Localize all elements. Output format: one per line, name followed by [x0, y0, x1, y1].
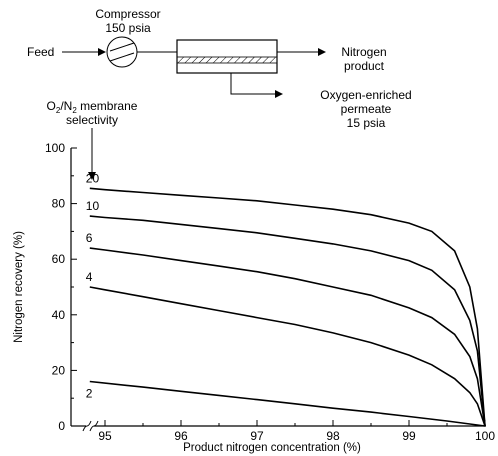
x-tick-label: 96: [174, 429, 188, 443]
nitrogen-product-label-1: Nitrogen: [341, 45, 386, 59]
curve-selectivity-4: [89, 286, 486, 427]
curve-selectivity-10: [89, 215, 486, 427]
compressor-label: Compressor: [95, 7, 160, 21]
y-tick-label: 20: [52, 363, 66, 377]
y-tick-label: 80: [52, 197, 66, 211]
process-diagram: Compressor 150 psia Feed Nitrogen produc…: [27, 7, 412, 180]
y-axis-label: Nitrogen recovery (%): [13, 231, 25, 343]
permeate-arrow: [230, 73, 283, 98]
selectivity-membrane: membrane: [77, 99, 138, 113]
curve-label-4: 4: [86, 270, 93, 284]
curve-selectivity-6: [89, 247, 486, 427]
x-tick-label: 98: [326, 429, 340, 443]
x-tick-label: 97: [250, 429, 264, 443]
x-tick-label: 99: [402, 429, 416, 443]
selectivity-sub-1: 2: [56, 106, 61, 115]
feed-label: Feed: [27, 45, 54, 59]
selectivity-label-2: selectivity: [66, 113, 118, 127]
selectivity-o: O: [47, 99, 56, 113]
y-tick-label: 100: [45, 141, 65, 155]
curve-selectivity-20: [89, 187, 486, 427]
compressor-icon-stroke-1: [109, 42, 135, 52]
permeate-label-2: permeate: [341, 102, 392, 116]
curve-label-20: 20: [86, 171, 100, 185]
x-tick-label: 95: [98, 429, 112, 443]
chart-axes: 0 20 40 60 80 100 95 96 97 98 99 100: [45, 141, 495, 443]
selectivity-sub-2: 2: [72, 106, 77, 115]
y-tick-label: 0: [58, 419, 65, 433]
permeate-label-1: Oxygen-enriched: [320, 88, 411, 102]
curve-label-10: 10: [86, 199, 100, 213]
x-axis-label: Product nitrogen concentration (%): [183, 442, 361, 454]
x-axis-break-1: [82, 420, 92, 432]
x-tick-label: 100: [475, 429, 495, 443]
x-axis-break-2: [89, 420, 99, 432]
nitrogen-product-label-2: product: [344, 59, 385, 73]
chart: 0 20 40 60 80 100 95 96 97 98 99 100 2 4 6 10 20 Produc…: [13, 141, 495, 454]
y-tick-label: 40: [52, 308, 66, 322]
compressor-pressure-label: 150 psia: [105, 21, 151, 35]
curve-label-2: 2: [86, 387, 93, 401]
chart-curve-labels: 2 4 6 10 20: [86, 171, 100, 400]
chart-curves: [89, 187, 486, 427]
selectivity-label-1: O2/N2 membrane: [47, 99, 138, 115]
compressor-icon: [106, 36, 138, 68]
compressor-icon-stroke-2: [109, 52, 135, 62]
curve-selectivity-2: [89, 380, 486, 427]
membrane-module: [176, 39, 278, 74]
permeate-label-3: 15 psia: [347, 116, 386, 130]
membrane-layer: [176, 56, 278, 64]
selectivity-n: /N: [60, 99, 72, 113]
y-tick-label: 60: [52, 252, 66, 266]
curve-label-6: 6: [86, 231, 93, 245]
